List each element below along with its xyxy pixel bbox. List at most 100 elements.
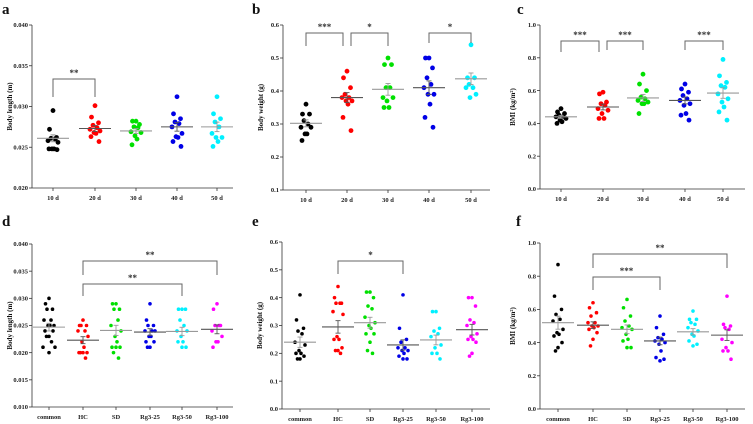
data-point: [151, 323, 156, 328]
data-point: [433, 345, 437, 350]
panel-e: e 0.0 0.1 0.2 0.3 0.4 0.5 0.6 Body weight (g) com…: [252, 214, 490, 423]
data-point: [599, 111, 605, 116]
data-point: [557, 332, 561, 337]
x-tick-label: 20 d: [89, 195, 101, 202]
data-point: [723, 325, 727, 330]
data-point: [661, 332, 666, 337]
data-point: [46, 146, 52, 152]
data-point: [719, 99, 725, 105]
data-point: [82, 345, 86, 350]
data-point: [437, 326, 442, 331]
data-point: [96, 139, 102, 144]
data-point: [53, 345, 57, 350]
data-point: [348, 128, 354, 134]
data-point: [50, 108, 56, 113]
data-point: [372, 332, 376, 336]
data-point: [660, 337, 664, 342]
data-point: [182, 323, 186, 328]
data-point: [715, 91, 721, 97]
data-point: [340, 345, 344, 350]
significance-bracket: [560, 40, 600, 52]
significance-label: *: [367, 22, 372, 32]
y-tick-label: 0.0: [270, 406, 278, 413]
data-point: [342, 91, 348, 97]
data-point: [626, 337, 630, 342]
significance-bracket: [606, 40, 644, 50]
y-tick-label: 0.2: [270, 351, 278, 358]
data-point: [654, 355, 658, 360]
data-point: [300, 332, 304, 336]
x-tick-label: Rg3-100: [715, 416, 738, 423]
data-point: [294, 351, 298, 356]
data-point: [641, 101, 647, 107]
y-tick-label: 0.6: [528, 88, 537, 95]
data-point: [724, 80, 729, 85]
x-tick-label: HC: [333, 416, 343, 423]
data-point: [597, 91, 602, 97]
significance-bracket: [82, 283, 183, 296]
data-point: [466, 295, 471, 300]
data-point: [586, 320, 590, 325]
data-point: [76, 329, 80, 333]
x-tick-label: 20 d: [341, 197, 353, 204]
data-point: [338, 301, 342, 306]
significance-label: ***: [318, 22, 332, 32]
data-point: [112, 307, 116, 312]
data-point: [366, 304, 370, 308]
data-point: [210, 329, 214, 333]
data-point: [209, 130, 215, 136]
x-tick-label: HC: [78, 414, 88, 421]
data-point: [396, 345, 400, 350]
significance-label: *: [448, 22, 453, 32]
data-point: [721, 104, 727, 110]
data-point: [635, 98, 641, 103]
y-tick-label: 0.3: [270, 323, 279, 330]
data-point: [47, 350, 51, 355]
y-tick-label: 0.020: [13, 350, 28, 357]
significance-label: **: [70, 68, 80, 78]
data-point: [470, 351, 474, 356]
data-point: [49, 340, 54, 344]
data-point: [468, 42, 474, 48]
data-point: [214, 94, 220, 100]
x-tick-label: 10 d: [555, 196, 567, 203]
x-tick-label: 40 d: [423, 197, 435, 204]
data-point: [470, 295, 474, 300]
data-point: [465, 323, 469, 328]
y-tick-label: 0.8: [528, 55, 537, 62]
panel-letter: b: [252, 2, 260, 18]
y-tick-label: 0.4: [528, 121, 537, 128]
data-point: [686, 325, 690, 330]
data-point: [406, 348, 410, 353]
data-point: [218, 116, 223, 122]
data-point: [294, 318, 299, 322]
data-point: [296, 329, 300, 333]
data-point: [368, 290, 372, 294]
data-point: [171, 111, 176, 117]
data-point: [720, 337, 724, 342]
data-point: [215, 139, 221, 144]
x-tick-label: 30 d: [130, 195, 142, 202]
y-tick-label: 0.6: [528, 307, 537, 314]
y-axis-label: BMI (kg/m²): [509, 306, 517, 344]
data-point: [85, 350, 89, 355]
data-point: [44, 334, 49, 339]
data-point: [695, 342, 699, 347]
y-tick-label: 0.040: [13, 22, 28, 29]
data-point: [640, 71, 646, 77]
data-point: [430, 351, 434, 356]
data-point: [620, 325, 624, 330]
data-point: [469, 334, 473, 339]
significance-label: **: [146, 250, 156, 260]
significance-label: *: [368, 250, 373, 260]
data-point: [368, 340, 372, 345]
data-point: [93, 130, 99, 136]
data-point: [384, 98, 390, 104]
data-point: [86, 334, 90, 339]
data-point: [659, 349, 663, 353]
data-point: [686, 89, 691, 95]
data-point: [718, 83, 724, 89]
data-point: [720, 57, 726, 62]
data-point: [466, 337, 470, 342]
x-tick-label: Rg3-25: [650, 416, 671, 423]
